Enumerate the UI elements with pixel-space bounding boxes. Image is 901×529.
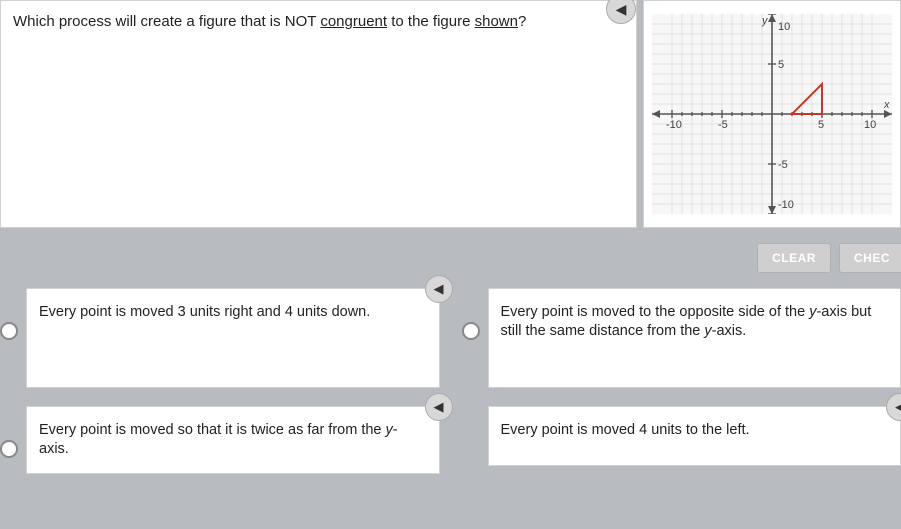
tick-yneg10: -10 <box>778 199 794 211</box>
q-underline-2[interactable]: shown <box>475 13 518 30</box>
q-mid: to the figure <box>387 13 475 30</box>
b-y2: y <box>704 323 711 339</box>
b-pre: Every point is moved to the opposite sid… <box>501 304 810 320</box>
c-pre: Every point is moved so that it is twice… <box>39 422 386 438</box>
answers-grid: ◀ Every point is moved 3 units right and… <box>0 288 901 474</box>
answer-d-text: Every point is moved 4 units to the left… <box>501 422 750 438</box>
audio-icon[interactable]: ◀ <box>425 275 453 303</box>
answer-a: ◀ Every point is moved 3 units right and… <box>0 288 440 388</box>
answer-b: Every point is moved to the opposite sid… <box>462 288 901 388</box>
tick-y10: 10 <box>778 21 790 33</box>
audio-icon[interactable]: ◀ <box>886 393 901 421</box>
c-y: y <box>386 422 393 438</box>
tick-neg10: -10 <box>666 119 682 131</box>
question-panel: Which process will create a figure that … <box>0 0 637 228</box>
x-axis-label: x <box>883 99 890 111</box>
radio-a[interactable] <box>0 322 18 340</box>
radio-c[interactable] <box>0 440 18 458</box>
answer-d: ◀ Every point is moved 4 units to the le… <box>462 406 901 474</box>
top-row: Which process will create a figure that … <box>0 0 901 228</box>
audio-icon[interactable]: ◀ <box>425 393 453 421</box>
answer-c: ◀ Every point is moved so that it is twi… <box>0 406 440 474</box>
tick-yneg5: -5 <box>778 159 788 171</box>
radio-b[interactable] <box>462 322 480 340</box>
q-prefix: Which process will create a figure that … <box>13 13 320 30</box>
tick-pos10: 10 <box>864 119 876 131</box>
tick-y5: 5 <box>778 59 784 71</box>
answer-card-b[interactable]: Every point is moved to the opposite sid… <box>488 288 901 388</box>
answer-card-a[interactable]: ◀ Every point is moved 3 units right and… <box>26 288 440 388</box>
tick-pos5: 5 <box>818 119 824 131</box>
graph-panel: -10 -5 5 10 10 5 -5 -10 x y <box>643 0 901 228</box>
b-post: -axis. <box>712 323 747 339</box>
clear-button[interactable]: CLEAR <box>757 243 831 273</box>
question-text: Which process will create a figure that … <box>13 13 624 30</box>
tick-neg5: -5 <box>718 119 728 131</box>
q-underline-1[interactable]: congruent <box>320 13 387 30</box>
check-button[interactable]: CHEC <box>839 243 901 273</box>
answer-a-text: Every point is moved 3 units right and 4… <box>39 304 370 320</box>
q-suffix: ? <box>518 13 526 30</box>
coordinate-graph: -10 -5 5 10 10 5 -5 -10 x y <box>652 14 892 214</box>
button-row: CLEAR CHEC <box>0 228 901 288</box>
answer-card-c[interactable]: ◀ Every point is moved so that it is twi… <box>26 406 440 474</box>
answer-card-d[interactable]: ◀ Every point is moved 4 units to the le… <box>488 406 901 466</box>
